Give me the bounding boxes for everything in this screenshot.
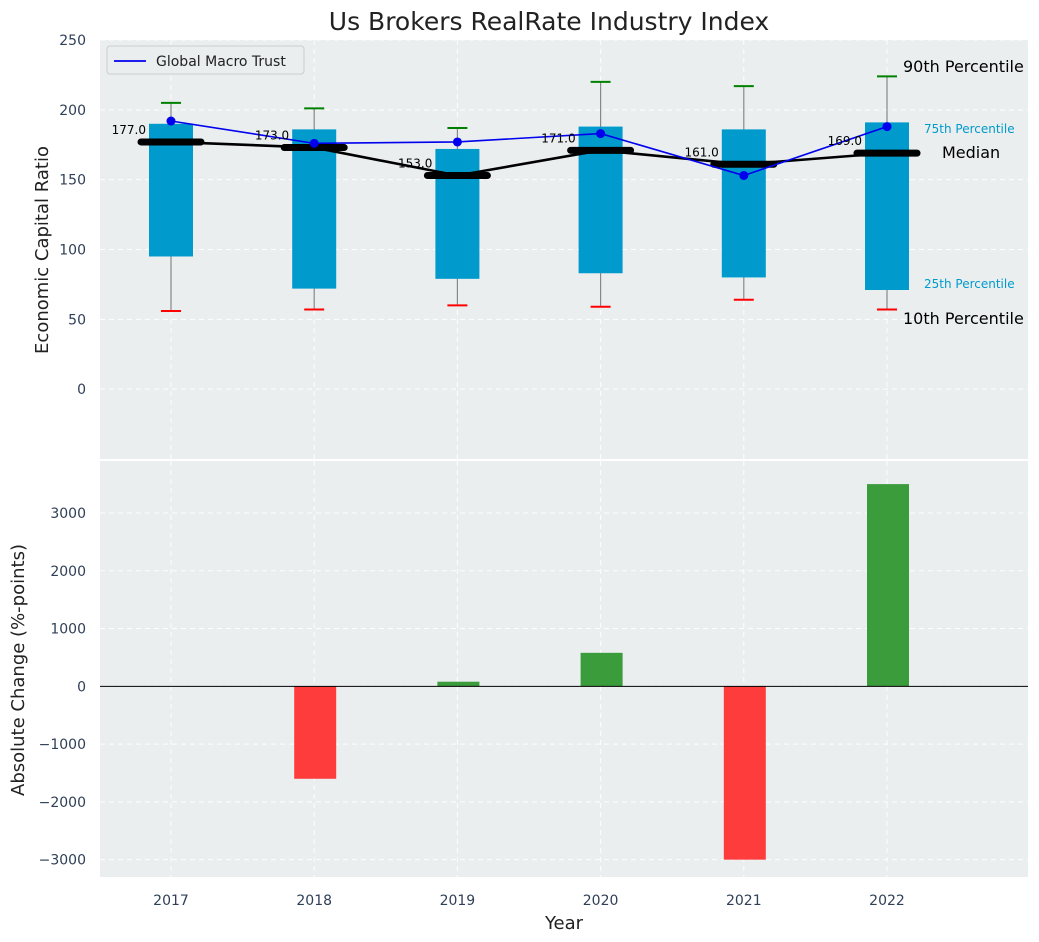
bottom-y-tick-label: 0	[77, 679, 86, 695]
x-ticks: 2017 2018 2019 2020 2021 2022	[153, 893, 905, 909]
top-y-axis-label: Economic Capital Ratio	[32, 146, 53, 354]
p10-annotation: 10th Percentile	[903, 309, 1024, 328]
x-tick-label: 2021	[726, 893, 762, 909]
bottom-y-tick-label: 1000	[50, 622, 86, 638]
iqr-box	[435, 148, 480, 279]
chart-title: Us Brokers RealRate Industry Index	[329, 7, 769, 36]
series-point	[166, 116, 176, 126]
p75-annotation: 75th Percentile	[924, 122, 1015, 136]
iqr-box	[721, 129, 766, 278]
x-axis-label: Year	[544, 913, 584, 934]
change-bar	[867, 484, 909, 687]
iqr-box	[292, 129, 337, 289]
x-tick-label: 2019	[440, 893, 476, 909]
p25-annotation: 25th Percentile	[924, 277, 1015, 291]
top-y-tick-label: 0	[77, 382, 86, 398]
bottom-y-axis-label: Absolute Change (%-points)	[8, 544, 29, 796]
median-value-label: 171.0	[541, 131, 575, 145]
median-value-label: 173.0	[255, 129, 289, 143]
top-y-ticks: 250 200 150 100 50 0	[59, 33, 86, 398]
p90-annotation: 90th Percentile	[903, 57, 1024, 76]
bottom-y-ticks: 3000 2000 1000 0 −1000 −2000 −3000	[39, 506, 86, 869]
median-value-label: 153.0	[398, 156, 432, 170]
series-point	[309, 138, 319, 148]
x-tick-label: 2018	[296, 893, 332, 909]
series-point	[739, 170, 749, 180]
iqr-box	[865, 122, 909, 291]
series-points	[166, 116, 892, 180]
legend-label: Global Macro Trust	[156, 54, 286, 70]
top-y-tick-label: 250	[59, 33, 86, 49]
median-value-label: 161.0	[684, 145, 718, 159]
series-line-global-macro-trust	[170, 120, 888, 177]
median-value-label: 177.0	[112, 123, 146, 137]
bottom-y-tick-label: −3000	[39, 853, 86, 869]
median-value-label: 169.0	[828, 134, 862, 148]
change-bar	[437, 681, 480, 687]
bottom-y-tick-label: −2000	[39, 795, 86, 811]
change-bar	[294, 686, 337, 779]
x-tick-label: 2022	[869, 893, 905, 909]
series-point	[596, 129, 606, 139]
top-y-tick-label: 100	[59, 243, 86, 259]
median-annotation: Median	[942, 143, 1000, 162]
bottom-y-tick-label: −1000	[39, 737, 86, 753]
series-point	[882, 122, 892, 132]
percentile-caps	[161, 75, 897, 312]
change-bar	[580, 652, 623, 687]
series-point	[452, 137, 462, 147]
top-y-tick-label: 200	[59, 103, 86, 119]
bottom-y-tick-label: 3000	[50, 506, 86, 522]
bottom-gridlines	[100, 461, 1028, 877]
iqr-box	[149, 123, 193, 257]
change-bar	[723, 686, 766, 860]
change-bars	[294, 484, 909, 860]
x-tick-label: 2017	[153, 893, 189, 909]
legend: Global Macro Trust	[106, 45, 305, 75]
top-y-tick-label: 150	[59, 173, 86, 189]
median-value-labels: 177.0 173.0 153.0 171.0 161.0 169.0	[112, 123, 862, 171]
top-y-tick-label: 50	[68, 312, 86, 328]
x-tick-label: 2020	[583, 893, 619, 909]
bottom-y-tick-label: 2000	[50, 564, 86, 580]
legend-box	[106, 45, 305, 75]
